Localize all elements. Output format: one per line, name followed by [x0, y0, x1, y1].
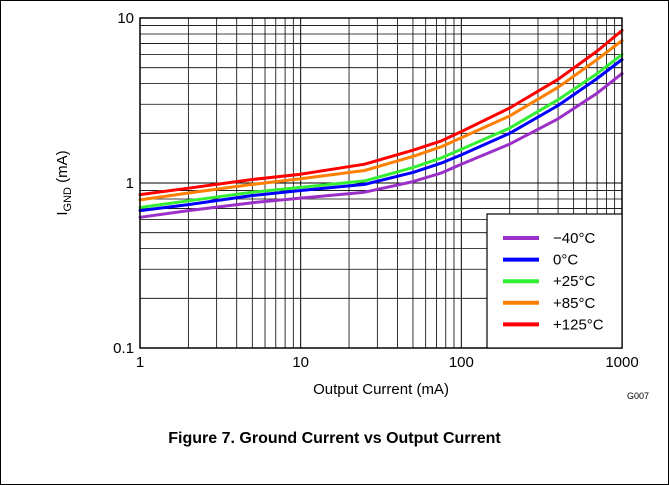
series-line-5: [138, 29, 624, 197]
y-tick-label: 10: [117, 10, 134, 27]
legend-label-5: +125°C: [553, 316, 604, 333]
x-tick-label: 100: [449, 354, 474, 371]
figure-code: G007: [627, 391, 649, 401]
x-tick-label: 1000: [605, 354, 638, 371]
legend-label-1: −40°C: [553, 230, 595, 247]
y-axis-label-unit: (mA): [54, 150, 71, 187]
y-axis-label: IGND (mA): [54, 150, 74, 215]
legend: −40°C 0°C +25°C +85°C +125°C: [486, 213, 623, 349]
y-axis-label-main: I: [54, 211, 71, 215]
legend-label-2: 0°C: [553, 252, 578, 269]
x-tick-label: 10: [292, 354, 309, 371]
legend-label-4: +85°C: [553, 295, 595, 312]
x-axis-label: Output Current (mA): [313, 381, 449, 398]
series-line-1: [138, 72, 624, 219]
y-tick-label: 0.1: [113, 340, 134, 357]
x-tick-label: 1: [136, 354, 144, 371]
series-line-3: [138, 53, 624, 209]
y-axis-label-subscript: GND: [62, 187, 74, 212]
figure-caption: Figure 7. Ground Current vs Output Curre…: [168, 430, 501, 447]
legend-label-3: +25°C: [553, 273, 595, 290]
plot-border: [139, 17, 623, 349]
y-tick-label: 1: [126, 175, 134, 192]
series-line-2: [138, 58, 624, 213]
series-line-4: [138, 39, 624, 202]
